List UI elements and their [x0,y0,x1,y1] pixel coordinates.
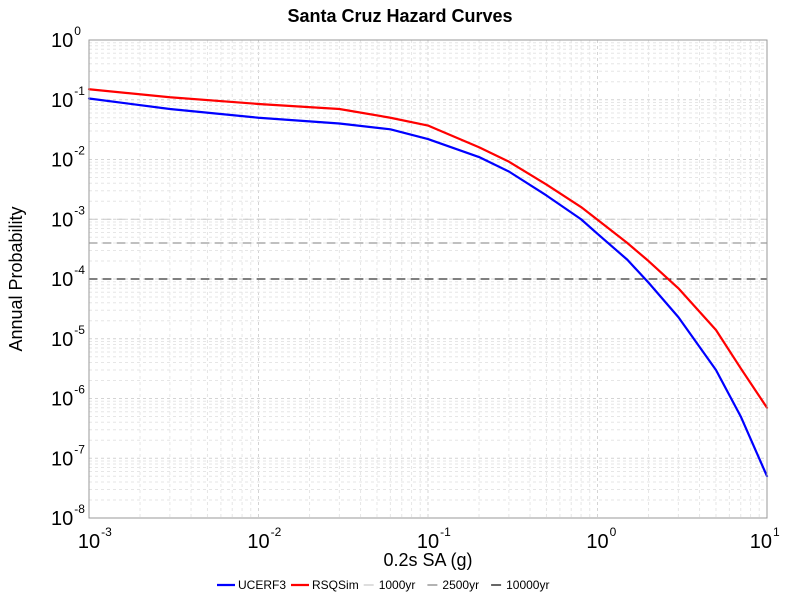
y-tick-label: 10 -8 [51,502,85,530]
x-tick-label: 10 -2 [247,525,281,553]
chart-title: Santa Cruz Hazard Curves [287,6,512,26]
y-tick-label-base: 10 [51,30,73,52]
legend-item-1000yr: 1000yr [363,578,416,592]
legend-label: 1000yr [379,578,416,592]
legend-item-2500yr: 2500yr [427,578,479,592]
y-tick-label-exponent: -3 [74,203,85,217]
y-tick-label: 10 0 [51,24,81,52]
y-tick-label-exponent: -1 [74,84,85,98]
y-tick-label-exponent: -7 [74,442,85,456]
x-tick-label-base: 10 [586,531,608,553]
y-tick-label: 10 -3 [51,203,85,231]
y-tick-label: 10 -1 [51,84,85,112]
legend-label: UCERF3 [238,578,286,592]
y-tick-label: 10 -7 [51,442,85,470]
x-tick-label: 10 0 [586,525,616,553]
x-tick-label-exponent: -2 [271,525,282,539]
y-tick-label-exponent: -4 [74,263,85,277]
x-tick-label: 10 1 [750,525,780,553]
y-tick-label-base: 10 [51,508,73,530]
x-tick-label: 10 -3 [78,525,112,553]
y-axis-label: Annual Probability [6,206,26,351]
y-tick-label-base: 10 [51,90,73,112]
legend: UCERF3 RSQSim 1000yr 2500yr 10000yr [217,578,549,592]
x-tick-label-base: 10 [78,531,100,553]
series-ucerf3-line [87,97,769,478]
x-tick-label: 10 -1 [417,525,451,553]
y-tick-label: 10 -6 [51,383,85,411]
x-axis-label: 0.2s SA (g) [383,550,472,570]
x-tick-label-base: 10 [417,531,439,553]
legend-label: RSQSim [312,578,359,592]
series-rsqsim-line [87,88,769,409]
y-tick-label-base: 10 [51,209,73,231]
y-tick-label-base: 10 [51,150,73,172]
y-tick-label: 10 -2 [51,144,85,172]
y-tick-label-base: 10 [51,389,73,411]
y-tick-label-exponent: -2 [74,144,85,158]
y-tick-label-exponent: -8 [74,502,85,516]
legend-item-ucerf3: UCERF3 [217,578,286,592]
x-tick-label-exponent: 1 [773,525,780,539]
legend-label: 2500yr [442,578,479,592]
y-tick-label-base: 10 [51,269,73,291]
legend-label: 10000yr [506,578,549,592]
x-tick-label-exponent: 0 [610,525,617,539]
x-tick-labels: 10 -3 10 -2 10 -1 10 0 10 1 [78,525,780,553]
y-tick-label-base: 10 [51,329,73,351]
y-tick-label-exponent: -5 [74,323,85,337]
x-tick-label-exponent: -1 [440,525,451,539]
x-tick-label-exponent: -3 [101,525,112,539]
legend-item-rsqsim: RSQSim [291,578,359,592]
x-tick-label-base: 10 [247,531,269,553]
series-lines [87,88,769,478]
y-tick-label: 10 -4 [51,263,85,291]
legend-item-10000yr: 10000yr [491,578,549,592]
y-tick-label-base: 10 [51,448,73,470]
y-tick-label-exponent: 0 [74,24,81,38]
reference-lines [88,218,768,280]
y-tick-label: 10 -5 [51,323,85,351]
y-tick-label-exponent: -6 [74,383,85,397]
plot-frame [88,39,768,519]
x-tick-label-base: 10 [750,531,772,553]
